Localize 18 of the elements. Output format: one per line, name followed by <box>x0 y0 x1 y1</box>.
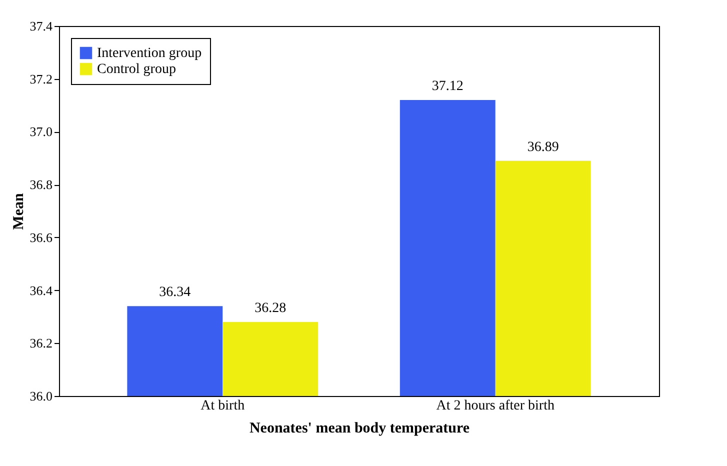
y-tick-label: 37.4 <box>30 18 53 34</box>
data-label: 36.89 <box>527 140 559 155</box>
y-tick-label: 36.4 <box>30 282 53 298</box>
y-tick-label: 36.0 <box>30 388 52 404</box>
y-tick-label: 37.2 <box>30 71 52 86</box>
y-tick-label: 37.0 <box>30 124 52 140</box>
data-label: 36.28 <box>254 301 286 316</box>
x-tick-label: At birth <box>200 398 245 414</box>
x-tick-label: At 2 hours after birth <box>436 398 554 414</box>
legend-label: Control group <box>97 62 176 77</box>
y-axis-title: Mean <box>10 192 27 230</box>
y-tick-label: 36.8 <box>30 177 52 192</box>
legend-label: Intervention group <box>97 46 202 61</box>
data-label: 36.34 <box>159 285 191 300</box>
y-tick-label: 36.2 <box>30 336 52 351</box>
data-label: 37.12 <box>432 79 464 94</box>
y-tick-label: 36.6 <box>30 230 53 245</box>
x-axis-title: Neonates' mean body temperature <box>249 420 470 436</box>
